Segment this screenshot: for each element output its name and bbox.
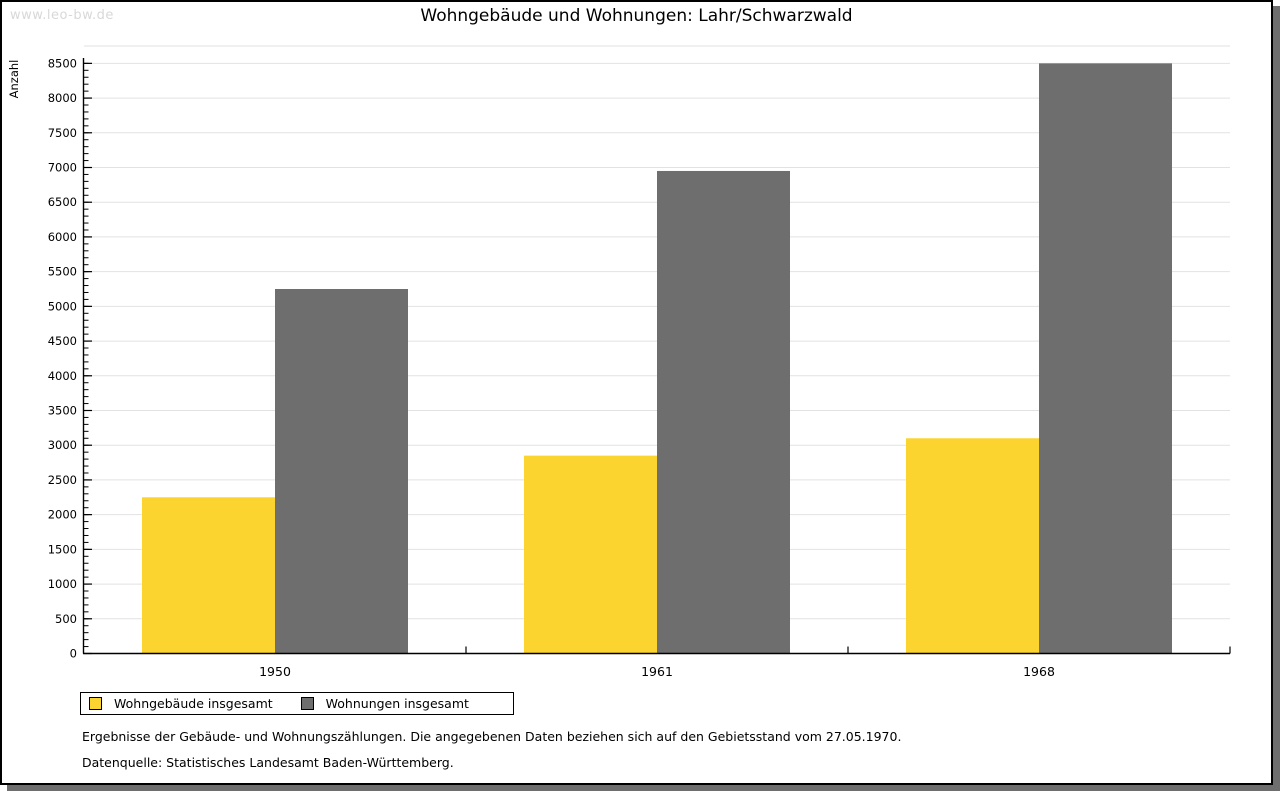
y-tick-label-8000: 8000 [48, 91, 77, 105]
y-tick-label-7000: 7000 [48, 161, 77, 175]
y-tick-label-2500: 2500 [48, 473, 77, 487]
y-tick-label-3500: 3500 [48, 404, 77, 418]
y-tick-label-5500: 5500 [48, 265, 77, 279]
legend-label: Wohngebäude insgesamt [114, 696, 273, 711]
x-tick-label-1950: 1950 [259, 664, 291, 679]
bar-1968-series-0 [906, 438, 1039, 654]
y-tick-label-2000: 2000 [48, 508, 77, 522]
footnote-line-1: Ergebnisse der Gebäude- und Wohnungszähl… [82, 729, 902, 744]
y-tick-label-0: 0 [70, 647, 77, 661]
legend-swatch-yellow-icon [89, 697, 102, 710]
x-tick-label-1961: 1961 [641, 664, 673, 679]
bar-1961-series-1 [657, 170, 790, 654]
y-tick-label-6000: 6000 [48, 230, 77, 244]
chart-title: Wohngebäude und Wohnungen: Lahr/Schwarzw… [420, 6, 853, 26]
y-tick-label-1000: 1000 [48, 577, 77, 591]
bar-1968-series-1 [1039, 63, 1172, 654]
y-tick-label-5000: 5000 [48, 299, 77, 313]
bar-1950-series-0 [142, 497, 275, 654]
y-tick-label-7500: 7500 [48, 126, 77, 140]
y-tick-label-500: 500 [55, 612, 77, 626]
legend: Wohngebäude insgesamt Wohnungen insgesam… [80, 692, 514, 715]
y-tick-label-8500: 8500 [48, 56, 77, 70]
watermark-text: www.leo-bw.de [10, 8, 114, 23]
x-tick-label-1968: 1968 [1023, 664, 1055, 679]
y-tick-label-4500: 4500 [48, 334, 77, 348]
y-tick-label-6500: 6500 [48, 195, 77, 209]
y-tick-label-3000: 3000 [48, 438, 77, 452]
legend-label: Wohnungen insgesamt [325, 696, 469, 711]
bar-1950-series-1 [275, 289, 408, 654]
legend-item-wohnungen: Wohnungen insgesamt [300, 696, 469, 711]
bar-1961-series-0 [524, 455, 657, 654]
footnote-line-2: Datenquelle: Statistisches Landesamt Bad… [82, 755, 454, 770]
legend-item-wohngebaeude: Wohngebäude insgesamt [89, 696, 273, 711]
y-tick-label-1500: 1500 [48, 542, 77, 556]
legend-swatch-gray-icon [300, 697, 314, 710]
y-tick-label-4000: 4000 [48, 369, 77, 383]
